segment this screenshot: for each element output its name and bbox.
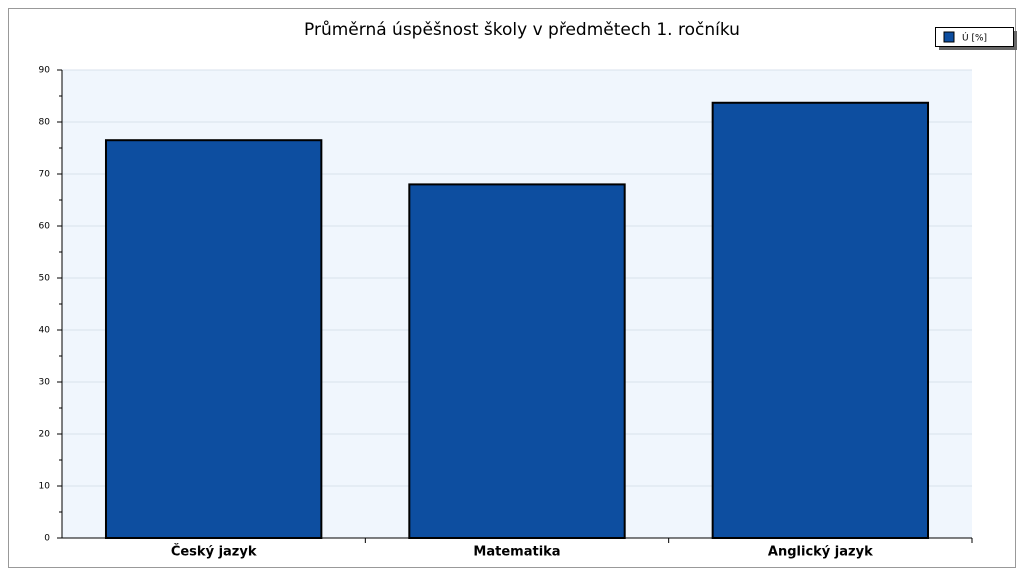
- bar: [104, 139, 323, 539]
- y-tick-label: 80: [39, 118, 51, 128]
- y-tick-label: 90: [39, 66, 51, 76]
- y-tick-label: 20: [39, 430, 51, 440]
- y-tick-label: 50: [39, 274, 51, 284]
- y-tick-label: 10: [39, 482, 51, 492]
- legend-box: [935, 27, 1014, 47]
- bar: [408, 183, 626, 539]
- y-tick-label: 30: [39, 378, 51, 388]
- x-tick-label: Anglický jazyk: [768, 545, 873, 560]
- legend-label: Ú [%]: [962, 32, 987, 44]
- chart-title: Průměrná úspěšnost školy v předmětech 1.…: [304, 20, 740, 40]
- bar: [711, 101, 930, 539]
- y-tick-label: 70: [39, 170, 51, 180]
- y-tick-label: 40: [39, 326, 51, 336]
- x-tick-label: Český jazyk: [171, 544, 257, 560]
- legend-swatch: [943, 31, 955, 43]
- x-tick-label: Matematika: [473, 545, 560, 560]
- y-tick-label: 60: [39, 222, 51, 232]
- y-tick-label: 0: [44, 534, 50, 544]
